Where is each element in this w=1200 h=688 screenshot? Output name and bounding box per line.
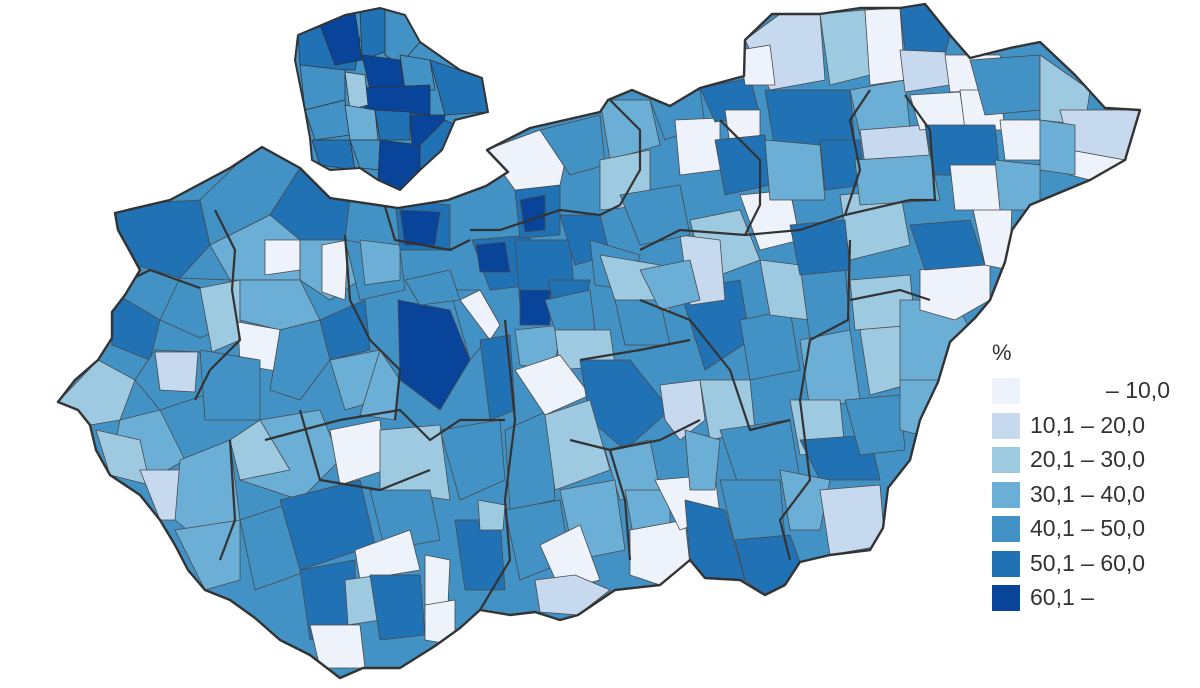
county-border [378, 189, 471, 252]
district [269, 319, 331, 401]
legend-label: 10,1 – 20,0 [1030, 411, 1146, 438]
district [404, 269, 461, 306]
county-border [904, 94, 937, 202]
legend-item: 10,1 – 20,0 [992, 409, 1192, 444]
district [264, 239, 301, 276]
district [864, 7, 906, 86]
district [659, 379, 706, 441]
district [477, 499, 506, 531]
district [999, 119, 1046, 161]
legend-item: 30,1 – 40,0 [992, 478, 1192, 513]
legend-swatch [992, 550, 1020, 577]
legend-swatch [992, 378, 1020, 404]
district [439, 419, 506, 501]
district [764, 139, 826, 201]
budapest-inset [294, 7, 489, 191]
legend-item: 60,1 – [992, 581, 1192, 616]
district [399, 209, 441, 246]
district [397, 299, 471, 411]
legend-label: 20,1 – 30,0 [1030, 446, 1146, 472]
district [399, 54, 436, 91]
county-border [608, 449, 632, 561]
district [789, 219, 851, 276]
district [739, 309, 801, 381]
district [361, 54, 406, 91]
county-border [298, 409, 431, 492]
district [504, 409, 556, 511]
budapest-inset-outline [294, 7, 489, 191]
county-border [479, 319, 517, 611]
district [899, 49, 951, 93]
legend-label: 30,1 – 40,0 [1030, 480, 1146, 507]
legend-item: 40,1 – 50,0 [992, 512, 1192, 547]
district [519, 289, 551, 326]
legend-label: 40,1 – 50,0 [1030, 515, 1146, 541]
legend-label: – 10,0 [1106, 377, 1170, 403]
district [674, 117, 721, 176]
district [369, 489, 441, 551]
district [544, 399, 611, 491]
district [379, 424, 451, 501]
district [359, 239, 401, 286]
district [1039, 119, 1076, 176]
district [229, 419, 291, 481]
county-border [569, 419, 701, 452]
county-border [719, 119, 762, 236]
district [311, 139, 356, 171]
county-border [579, 338, 691, 362]
county-border [599, 99, 642, 216]
district [459, 289, 501, 341]
county-border [639, 298, 791, 432]
district [344, 104, 379, 141]
district [819, 484, 886, 556]
district [854, 154, 941, 206]
county-border [639, 198, 911, 251]
district [424, 599, 456, 646]
district [174, 519, 241, 591]
legend: % – 10,0 10,1 – 20,0 20,1 – 30,0 30,1 – … [992, 340, 1192, 616]
district [619, 184, 691, 246]
district [424, 554, 451, 606]
county-border [343, 234, 402, 421]
district [639, 259, 701, 311]
district [519, 194, 546, 233]
legend-swatch [992, 516, 1020, 542]
district [321, 239, 349, 301]
district [199, 349, 261, 421]
district [949, 164, 1001, 211]
county-border [843, 89, 871, 216]
legend-swatch [992, 481, 1020, 508]
district [534, 574, 611, 616]
county-border [264, 408, 505, 442]
legend-swatch [992, 412, 1020, 439]
legend-item: – 10,0 [992, 374, 1192, 409]
district [369, 574, 426, 641]
legend-label: 50,1 – 60,0 [1030, 549, 1146, 576]
district [684, 429, 721, 491]
legend-item: 50,1 – 60,0 [992, 547, 1192, 582]
district [354, 529, 421, 581]
county-border [849, 288, 931, 302]
district [599, 99, 661, 161]
district [154, 351, 199, 393]
county-border [470, 208, 601, 232]
district [909, 91, 966, 131]
legend-swatch [992, 447, 1020, 473]
country-map [56, 2, 1142, 680]
legend-label: 60,1 – [1030, 584, 1094, 610]
legend-item: 20,1 – 30,0 [992, 443, 1192, 478]
county-border [194, 209, 242, 401]
district [539, 524, 601, 591]
district [899, 4, 951, 56]
legend-swatch [992, 585, 1020, 611]
legend-unit: % [992, 340, 1012, 365]
district [344, 71, 369, 111]
county-border [778, 239, 852, 561]
county-border [218, 439, 237, 561]
district [475, 241, 511, 273]
district [844, 394, 906, 456]
district [734, 534, 801, 596]
district [374, 109, 411, 141]
